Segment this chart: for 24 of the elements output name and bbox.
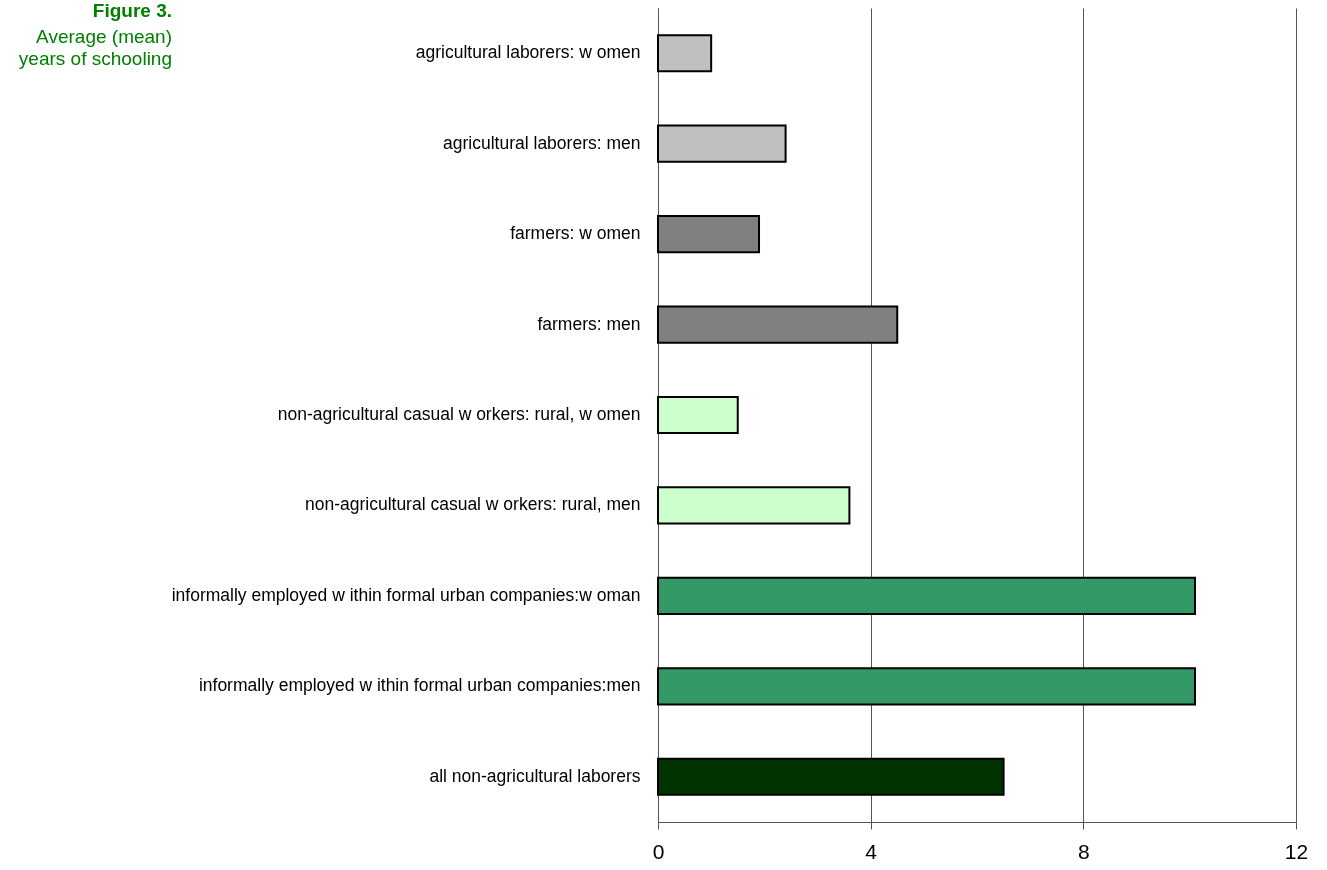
bar <box>657 305 899 344</box>
y-tick-label: non-agricultural casual w orkers: rural, w omen <box>277 404 641 424</box>
x-tick-label: 4 <box>865 839 878 863</box>
y-tick-label: non-agricultural casual w orkers: rural, men <box>304 494 641 515</box>
text: Average (mean) years of schooling <box>17 26 172 70</box>
y-tick-label: informally employed w ithin formal urban companies:men <box>198 675 641 696</box>
y-tick-label: all non-agricultural laborers <box>429 765 641 786</box>
bar <box>657 124 787 163</box>
y-tick-label: farmers: w omen <box>510 223 641 244</box>
bar <box>657 757 1005 796</box>
x-tick-label: 8 <box>1077 839 1090 863</box>
bar <box>657 486 851 525</box>
bar <box>657 576 1196 615</box>
x-tick-label: 12 <box>1284 839 1309 863</box>
bar <box>657 34 713 73</box>
bar <box>657 215 761 254</box>
bar <box>657 667 1196 706</box>
y-tick-label: agricultural laborers: men <box>443 132 641 153</box>
x-tick-label: 0 <box>652 839 665 863</box>
y-tick-label: farmers: men <box>537 313 641 334</box>
bar <box>657 395 739 435</box>
y-tick-label: informally employed w ithin formal urban companies:w oman <box>171 584 641 605</box>
text: Figure 3. <box>91 0 172 22</box>
y-tick-label: agricultural laborers: w omen <box>415 42 641 63</box>
